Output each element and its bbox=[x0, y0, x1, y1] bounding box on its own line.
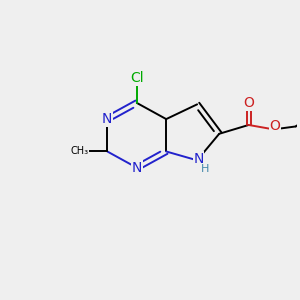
Text: N: N bbox=[102, 112, 112, 126]
Text: O: O bbox=[243, 96, 254, 110]
Text: N: N bbox=[194, 152, 204, 166]
Text: O: O bbox=[270, 119, 280, 134]
Text: H: H bbox=[201, 164, 209, 174]
Text: N: N bbox=[132, 161, 142, 175]
Text: Cl: Cl bbox=[130, 71, 144, 85]
Text: CH₃: CH₃ bbox=[70, 146, 88, 157]
